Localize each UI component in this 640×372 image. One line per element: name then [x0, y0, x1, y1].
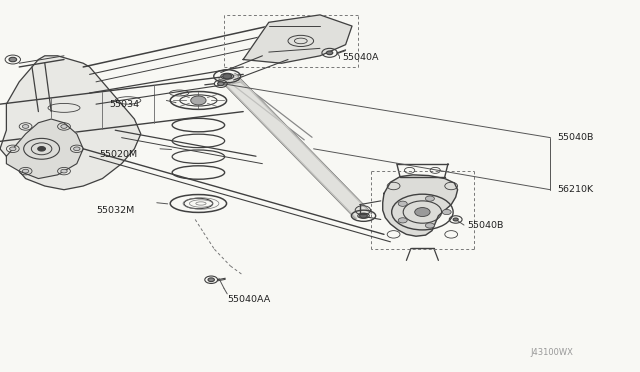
Circle shape [191, 96, 206, 105]
Circle shape [9, 57, 17, 62]
Text: 56210K: 56210K [557, 185, 593, 194]
Circle shape [22, 169, 29, 173]
Text: 55040B: 55040B [557, 133, 593, 142]
Circle shape [426, 196, 435, 201]
Text: 55032M: 55032M [96, 206, 134, 215]
Text: 55034: 55034 [109, 100, 139, 109]
Polygon shape [220, 74, 371, 218]
Text: 55020M: 55020M [99, 150, 138, 159]
Circle shape [74, 147, 80, 151]
Polygon shape [0, 56, 141, 190]
Circle shape [398, 218, 407, 223]
Polygon shape [383, 175, 458, 236]
Circle shape [360, 214, 367, 218]
Circle shape [61, 169, 67, 173]
Circle shape [10, 147, 16, 151]
Circle shape [398, 201, 407, 206]
Text: 55040AA: 55040AA [227, 295, 271, 304]
Text: 55040B: 55040B [467, 221, 504, 230]
Circle shape [223, 74, 232, 79]
Circle shape [218, 82, 224, 86]
Polygon shape [6, 119, 83, 179]
Circle shape [426, 223, 435, 228]
Circle shape [326, 51, 333, 55]
Circle shape [22, 125, 29, 128]
Circle shape [415, 208, 430, 217]
Circle shape [208, 278, 214, 282]
Text: 55040A: 55040A [342, 53, 379, 62]
Circle shape [453, 218, 458, 221]
Circle shape [38, 147, 45, 151]
Circle shape [442, 209, 451, 215]
Text: J43100WX: J43100WX [530, 348, 573, 357]
Circle shape [61, 125, 67, 128]
Polygon shape [243, 15, 352, 63]
